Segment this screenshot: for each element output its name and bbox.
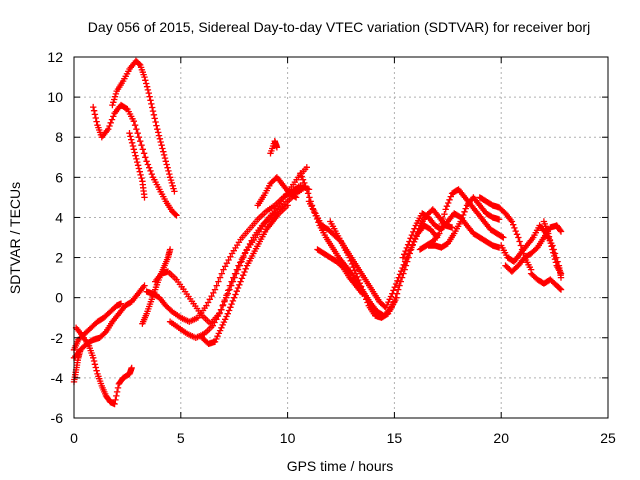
x-tick-label: 0 [70, 430, 78, 446]
y-tick-label: -4 [51, 370, 64, 386]
series-arc-25 [527, 270, 565, 293]
x-tick-label: 5 [177, 430, 185, 446]
y-axis-label: SDTVAR / TECUs [7, 182, 23, 294]
series-arc-18 [314, 246, 366, 297]
plot-frame [73, 56, 609, 419]
y-tick-label: 8 [55, 129, 63, 145]
data-points [70, 57, 565, 408]
x-tick-label: 25 [600, 430, 616, 446]
series-arc-19 [399, 210, 503, 261]
data-point-markers [254, 174, 300, 209]
y-tick-label: 2 [55, 250, 63, 266]
series-arc-1 [90, 101, 180, 219]
data-point-markers [166, 164, 310, 341]
x-tick-label: 20 [493, 430, 509, 446]
y-tick-label: 12 [47, 49, 63, 65]
x-tick-label: 15 [387, 430, 403, 446]
data-point-markers [199, 202, 291, 347]
data-point-markers [314, 246, 366, 297]
series-arc-6 [72, 324, 135, 408]
series-arc-24 [502, 222, 565, 275]
data-point-markers [267, 138, 281, 157]
y-tick-label: -2 [51, 330, 64, 346]
data-point-markers [72, 324, 135, 408]
grid [74, 57, 608, 418]
y-tick-label: 4 [55, 209, 63, 225]
ticks: 0 5 10 15 20 25 -6 -4 -2 0 2 4 6 8 10 12 [47, 49, 616, 446]
data-point-markers [399, 210, 503, 261]
y-tick-label: 10 [47, 89, 63, 105]
series-arc-12 [199, 202, 291, 347]
x-axis-label: GPS time / hours [287, 458, 394, 474]
series-arc-14 [254, 174, 300, 209]
data-point-markers [502, 222, 565, 275]
data-point-markers [425, 194, 503, 251]
x-tick-label: 10 [280, 430, 296, 446]
series-arc-11 [166, 164, 310, 341]
y-tick-label: 6 [55, 169, 63, 185]
chart-title: Day 056 of 2015, Sidereal Day-to-day VTE… [88, 19, 590, 35]
series-arc-2 [109, 57, 178, 195]
data-point-markers [126, 130, 148, 201]
series-arc-26 [540, 218, 565, 277]
data-point-markers [527, 270, 565, 293]
y-tick-label: 0 [55, 290, 63, 306]
y-tick-label: -6 [51, 410, 64, 426]
data-point-markers [109, 57, 178, 195]
series-arc-13 [267, 138, 281, 157]
series-arc-3 [126, 130, 148, 201]
data-point-markers [540, 218, 565, 277]
data-point-markers [90, 101, 180, 219]
series-arc-21 [425, 194, 503, 251]
